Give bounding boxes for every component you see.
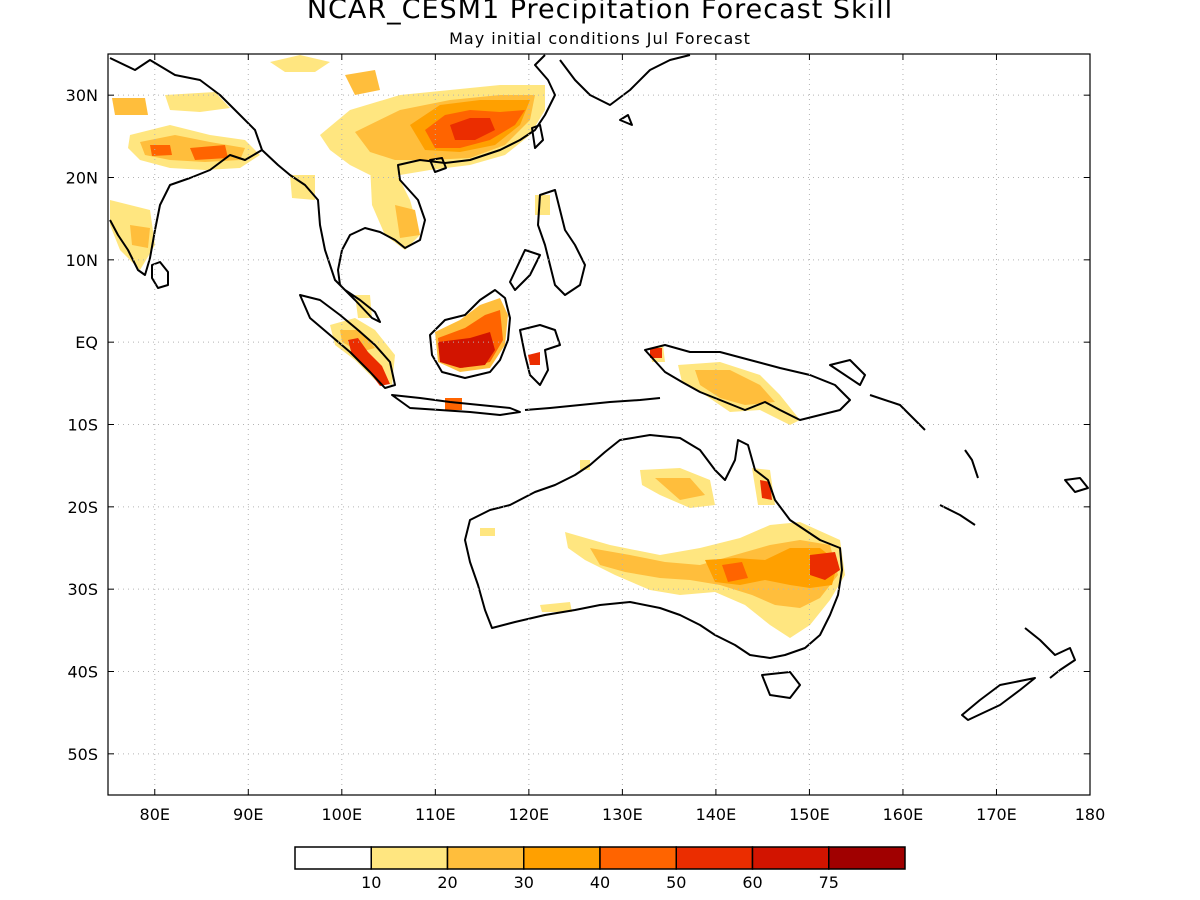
skill-region-australia bbox=[810, 552, 840, 580]
coastline-solomons bbox=[869, 394, 926, 431]
skill-region-india bbox=[190, 145, 228, 160]
lon-label: 90E bbox=[233, 805, 263, 824]
colorbar-swatch bbox=[446, 846, 525, 870]
skill-region-australia bbox=[480, 528, 495, 536]
skill-shading-layer bbox=[110, 55, 845, 638]
skill-region-india bbox=[130, 225, 150, 248]
skill-region-china bbox=[270, 55, 330, 72]
coastline-layer bbox=[109, 54, 1089, 721]
colorbar-swatch bbox=[675, 846, 754, 870]
coastline-taiwan bbox=[531, 124, 544, 149]
coastline-sulawesi bbox=[519, 324, 561, 386]
coastline-new-zealand bbox=[961, 677, 1036, 721]
colorbar-swatch bbox=[294, 846, 372, 870]
skill-region-indochina bbox=[370, 165, 420, 250]
coastline-fiji bbox=[1064, 477, 1089, 493]
lat-label: 30S bbox=[67, 580, 98, 599]
map-title: NCAR_CESM1 Precipitation Forecast Skill bbox=[306, 0, 894, 25]
colorbar: 10 20 30 40 50 60 75 bbox=[294, 846, 906, 892]
colorbar-swatch bbox=[523, 846, 601, 870]
coastline-new-zealand bbox=[1024, 627, 1076, 679]
coastline-australia bbox=[464, 434, 843, 659]
coastline-korea-japan bbox=[619, 114, 633, 126]
coastline-philippines bbox=[537, 189, 586, 296]
lat-label: 10S bbox=[67, 416, 98, 435]
colorbar-tick-label: 75 bbox=[819, 873, 839, 892]
lat-label: EQ bbox=[75, 333, 98, 352]
lon-label: 80E bbox=[140, 805, 170, 824]
colorbar-swatch bbox=[751, 846, 830, 870]
lon-label: 120E bbox=[509, 805, 550, 824]
gridlines bbox=[108, 54, 1091, 795]
skill-region-australia bbox=[722, 562, 748, 582]
skill-region-indochina bbox=[395, 205, 420, 238]
skill-region-borneo bbox=[445, 398, 462, 410]
skill-region-borneo bbox=[438, 332, 495, 368]
coastline-asia-mainland bbox=[261, 54, 556, 323]
lon-label: 100E bbox=[321, 805, 362, 824]
lat-label: 40S bbox=[67, 663, 98, 682]
colorbar-tick-label: 60 bbox=[742, 873, 762, 892]
skill-region-borneo bbox=[535, 195, 550, 215]
lat-label: 50S bbox=[67, 745, 98, 764]
skill-region-india bbox=[165, 92, 230, 112]
colorbar-swatch bbox=[828, 846, 906, 870]
coastline-korea-japan bbox=[559, 54, 691, 106]
skill-region-china bbox=[345, 70, 380, 95]
skill-region-new-guinea bbox=[695, 370, 775, 405]
lon-label: 140E bbox=[696, 805, 737, 824]
lon-label: 170E bbox=[976, 805, 1017, 824]
coastline-new-guinea bbox=[644, 344, 851, 421]
colorbar-swatch bbox=[599, 846, 677, 870]
lat-label: 20N bbox=[66, 169, 98, 188]
skill-region-australia bbox=[655, 478, 705, 500]
colorbar-tick-label: 30 bbox=[514, 873, 534, 892]
coastline-new-caledonia bbox=[939, 504, 976, 526]
coastline-sri-lanka bbox=[151, 261, 169, 289]
lon-label: 180 bbox=[1075, 805, 1106, 824]
skill-region-sumatra bbox=[348, 338, 390, 386]
lon-label: 130E bbox=[602, 805, 643, 824]
coastline-bismarck bbox=[829, 359, 866, 386]
skill-region-india bbox=[112, 98, 148, 115]
skill-region-australia bbox=[540, 602, 572, 612]
coastline-tasmania bbox=[761, 671, 801, 699]
colorbar-tick-label: 20 bbox=[437, 873, 457, 892]
colorbar-tick-label: 10 bbox=[361, 873, 381, 892]
colorbar-tick-label: 40 bbox=[590, 873, 610, 892]
skill-region-india bbox=[150, 145, 172, 156]
axis-labels: 30N 20N 10N EQ 10S 20S 30S 40S 50S 80E 90E 100E 110E… bbox=[66, 54, 1106, 824]
lon-label: 150E bbox=[789, 805, 830, 824]
coastline-lesser-sunda bbox=[524, 397, 661, 411]
lon-label: 110E bbox=[415, 805, 456, 824]
coastline-hainan bbox=[429, 157, 447, 173]
colorbar-tick-label: 50 bbox=[666, 873, 686, 892]
coastline-philippines bbox=[509, 249, 541, 291]
colorbar-swatch bbox=[370, 846, 449, 870]
skill-region-new-guinea bbox=[650, 348, 662, 358]
lon-label: 160E bbox=[883, 805, 924, 824]
skill-region-borneo bbox=[528, 352, 540, 365]
skill-region-china bbox=[450, 118, 495, 140]
coastline-vanuatu bbox=[964, 449, 979, 479]
lat-label: 30N bbox=[66, 86, 98, 105]
coastline-sumatra bbox=[299, 294, 396, 389]
skill-region-india bbox=[290, 175, 315, 200]
lat-label: 20S bbox=[67, 498, 98, 517]
lat-label: 10N bbox=[66, 251, 98, 270]
coastline-india bbox=[109, 57, 263, 276]
map-subtitle: May initial conditions Jul Forecast bbox=[449, 29, 751, 48]
coastline-borneo bbox=[429, 289, 511, 379]
coastline-java bbox=[391, 394, 521, 416]
